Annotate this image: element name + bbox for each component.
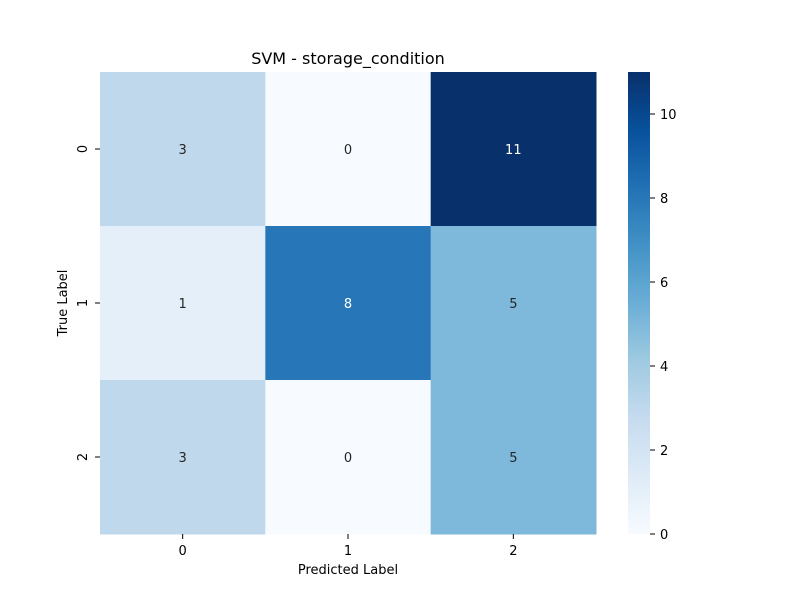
x-tick-label-2: 2: [509, 544, 517, 559]
cell-annotations: 3 0 111 8 53 0 5: [179, 143, 522, 466]
x-axis-ticks: 0 1 2: [179, 534, 517, 559]
heatmap-cell-2-2: [430, 380, 597, 535]
colorbar-tick-label-2: 4: [660, 360, 668, 375]
colorbar-tick-label-3: 6: [660, 276, 668, 291]
y-tick-label-1: 1: [76, 299, 91, 307]
cell-annotation-2-0: 3: [179, 451, 187, 466]
colorbar: [628, 72, 650, 534]
cell-annotation-1-2: 5: [509, 297, 517, 312]
colorbar-tick-label-5: 10: [660, 108, 677, 123]
cell-annotation-1-1: 8: [344, 297, 352, 312]
heatmap-cell-1-0: [100, 226, 266, 381]
cell-annotation-2-2: 5: [509, 451, 517, 466]
cell-annotation-2-1: 0: [344, 451, 352, 466]
x-tick-label-0: 0: [179, 544, 187, 559]
heatmap-cell-2-1: [265, 380, 432, 535]
heatmap-cell-2-0: [100, 380, 266, 535]
cell-annotation-0-1: 0: [344, 143, 352, 158]
cell-annotation-0-0: 3: [179, 143, 187, 158]
y-axis-ticks: 0 1 2: [76, 145, 100, 461]
colorbar-tick-label-1: 2: [660, 444, 668, 459]
heatmap-cell-1-1: [265, 226, 432, 381]
colorbar-ticks: 0 2 4 6 8 10: [650, 108, 677, 543]
y-axis-label: True Label: [56, 270, 71, 338]
y-tick-label-2: 2: [76, 453, 91, 461]
y-tick-label-0: 0: [76, 145, 91, 153]
x-tick-label-1: 1: [344, 544, 352, 559]
cell-annotation-0-2: 11: [505, 143, 522, 158]
colorbar-tick-label-0: 0: [660, 528, 668, 543]
cell-annotation-1-0: 1: [179, 297, 187, 312]
heatmap-cells: [100, 72, 597, 535]
heatmap-cell-0-0: [100, 72, 266, 227]
x-axis-label: Predicted Label: [298, 563, 398, 578]
colorbar-tick-label-4: 8: [660, 192, 668, 207]
heatmap-cell-0-2: [430, 72, 597, 227]
heatmap-cell-0-1: [265, 72, 432, 227]
chart-title: SVM - storage_condition: [251, 49, 445, 69]
heatmap-cell-1-2: [430, 226, 597, 381]
